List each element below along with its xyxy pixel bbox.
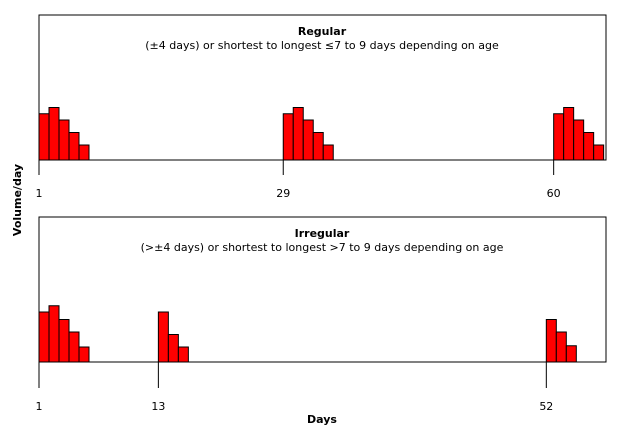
bar [593,144,605,161]
bar [312,132,324,161]
bar [177,346,189,363]
bar [302,119,314,161]
panel-title: Regular [298,25,347,38]
bar [48,305,60,363]
tick-label: 13 [151,400,165,413]
bar [78,144,90,161]
bar [583,132,595,161]
bar [38,113,50,161]
bar [58,119,70,161]
tick-label: 29 [276,187,290,200]
bar [68,132,80,161]
bar [563,107,575,161]
panel-regular: Regular(±4 days) or shortest to longest … [36,14,607,200]
panel-subtitle: (>±4 days) or shortest to longest >7 to … [141,241,504,254]
panel-title: Irregular [295,227,350,240]
panel-subtitle: (±4 days) or shortest to longest ≤7 to 9… [145,39,499,52]
bar [78,346,90,363]
y-axis-label: Volume/day [11,164,24,236]
bar [573,119,585,161]
bar [292,107,304,161]
bar [68,331,80,363]
bar [167,334,179,363]
tick-label: 1 [36,400,43,413]
bar [555,331,567,363]
bar [565,345,577,363]
bar [38,311,50,363]
tick-label: 60 [547,187,561,200]
bar [58,319,70,363]
panels: Regular(±4 days) or shortest to longest … [36,14,607,413]
bar [322,144,334,161]
bar [545,319,557,363]
x-axis-label: Days [307,413,337,426]
tick-label: 52 [539,400,553,413]
bar [48,107,60,161]
panel-irregular: Irregular(>±4 days) or shortest to longe… [36,216,607,413]
bar [282,113,294,161]
tick-label: 1 [36,187,43,200]
bar [157,311,169,363]
panel-frame [38,216,607,363]
bar [553,113,565,161]
